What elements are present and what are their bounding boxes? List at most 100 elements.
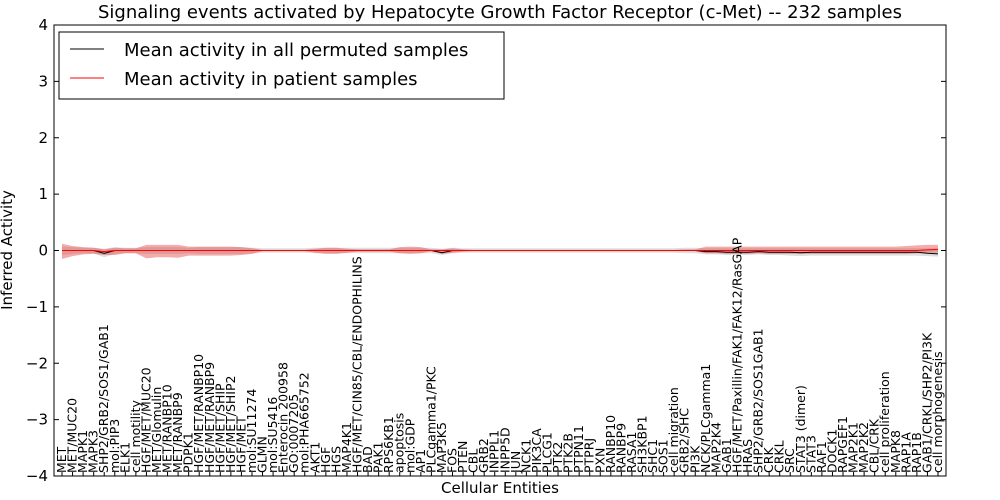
category-label: SHP2/GRB2/SOS1GAB1 [751, 328, 766, 473]
category-label: GRB2 [476, 438, 491, 473]
band-patient [62, 243, 938, 259]
category-label: GAB1/CRKL/SHP2/PI3K [919, 332, 934, 473]
y-tick-label: 3 [38, 72, 48, 90]
category-label: HGF/MET [233, 416, 248, 473]
category-label: RAP1B [909, 432, 924, 473]
series-lines [62, 248, 939, 255]
category-label: MAP4K1 [339, 422, 354, 473]
category-label: MET/RANBP10 [160, 384, 175, 473]
category-label: CRKL [772, 440, 787, 473]
category-label: DOCK1 [825, 429, 840, 473]
category-label: PTK2B [561, 433, 576, 473]
category-label: MAPK3 [86, 430, 101, 473]
category-label: CBL [466, 449, 481, 473]
category-label: SHC1 [645, 439, 660, 473]
category-label: GAB1 [719, 438, 734, 473]
category-label: PDPK1 [181, 432, 196, 473]
category-label: MAP3K5 [434, 422, 449, 473]
category-label: MET/Glomulin [149, 387, 164, 473]
category-label: STAT3 (dimer) [793, 385, 808, 473]
category-label: PTPN11 [571, 425, 586, 473]
category-label: MAP2K4 [708, 422, 723, 473]
category-label: BAD [360, 446, 375, 473]
y-axis-ticks: −4 −3 −2 −1 0 1 2 3 4 [26, 16, 946, 485]
category-label: INPP5D [497, 427, 512, 473]
y-axis-label: Inferred Activity [0, 190, 16, 310]
category-label: HGS [328, 446, 343, 473]
category-label: NCK/PLCgamma1 [698, 364, 713, 473]
category-label: PIK3CA [529, 428, 544, 473]
legend-label-patient: Mean activity in patient samples [124, 69, 418, 90]
category-label: FOS [445, 448, 460, 473]
category-label: HGF/MET/RANBP10 [191, 354, 206, 473]
confidence-bands [62, 243, 938, 259]
y-tick-label: −1 [26, 298, 48, 316]
category-label: HGF/MET/SHIP [212, 383, 227, 473]
category-label: MAPK1 [75, 430, 90, 473]
category-label: MAP2K2 [856, 422, 871, 473]
category-label: MET [54, 446, 69, 473]
category-label: HGF/MET/SHIP2 [223, 376, 238, 474]
category-label: PTEN [455, 441, 470, 473]
category-label: cell migration [666, 387, 681, 473]
category-label: HGF/MET/Paxillin/FAK1/FAK12/RasGAP [730, 237, 745, 473]
category-label: SHP2/GRB2/SOS1/GAB1 [96, 324, 111, 473]
category-label: AP1 [413, 449, 428, 473]
legend-label-permuted: Mean activity in all permuted samples [124, 40, 468, 61]
category-label: HGF/MET/RANBP9 [202, 362, 217, 473]
category-label: PTPRJ [582, 438, 597, 473]
category-label: MAPK8 [888, 430, 903, 473]
category-label: SRC [782, 448, 797, 473]
category-label: GLMN [255, 436, 270, 473]
category-label: SH3KBP1 [635, 415, 650, 473]
y-tick-label: 4 [38, 16, 48, 34]
category-label: cell morphogenesis [930, 351, 945, 473]
category-label: RANBP9 [613, 423, 628, 473]
y-tick-label: 2 [38, 129, 48, 147]
category-labels: METMET/MUC20MAPK1MAPK3SHP2/GRB2/SOS1/GAB… [54, 237, 945, 476]
category-label: CBL/CRK [867, 418, 882, 473]
category-label: ELK1 [117, 442, 132, 473]
category-label: HGF [318, 447, 333, 473]
category-label: HRAS [740, 439, 755, 473]
y-tick-label: −4 [26, 467, 48, 485]
y-tick-label: 1 [38, 185, 48, 203]
category-label: RASA1 [624, 432, 639, 473]
line-patient [62, 248, 939, 253]
legend: Mean activity in all permuted samples Me… [58, 31, 505, 100]
category-label: MET/MUC20 [65, 398, 80, 473]
category-label: mol:PIP3 [107, 419, 122, 473]
category-label: JUN [508, 451, 523, 474]
category-label: RANBP10 [603, 415, 618, 473]
category-label: AKT1 [307, 442, 322, 473]
category-label: MET/RANBP9 [170, 392, 185, 473]
category-label: PTK2 [550, 442, 565, 473]
category-label: RAP1A [898, 432, 913, 473]
category-label: RAF1 [814, 441, 829, 473]
category-label: mol:GDP [402, 418, 417, 473]
category-label: RAPGEF1 [835, 416, 850, 473]
category-label: INPPL1 [487, 430, 502, 473]
category-label: GRB2/SHC [677, 408, 692, 473]
category-label: SOS1 [656, 439, 671, 473]
x-axis-label: Cellular Entities [441, 479, 559, 497]
category-label: HGF/MET/CIN85/CBL/ENDOPHILINS [350, 256, 365, 473]
y-tick-label: 0 [38, 242, 48, 260]
category-label: GO:0007205 [286, 394, 301, 473]
category-label: RPS6KB1 [381, 416, 396, 473]
category-label: PI3K [687, 445, 702, 473]
category-label: PAK1 [371, 442, 386, 473]
category-label: NCK1 [518, 439, 533, 473]
y-tick-label: −3 [26, 411, 48, 429]
category-label: Enterocin 200958 [276, 362, 291, 473]
category-label: PXN [592, 448, 607, 473]
category-label: cell proliferation [877, 371, 892, 473]
category-label: mol:PHA665752 [297, 372, 312, 473]
category-label: PLCgamma1/PKC [423, 366, 438, 473]
y-tick-label: −2 [26, 354, 48, 372]
category-label: mol:SU11274 [244, 389, 259, 473]
category-label: CRK [761, 447, 776, 473]
category-label: cell motility [128, 399, 143, 473]
category-label: MAP2K1 [846, 422, 861, 473]
